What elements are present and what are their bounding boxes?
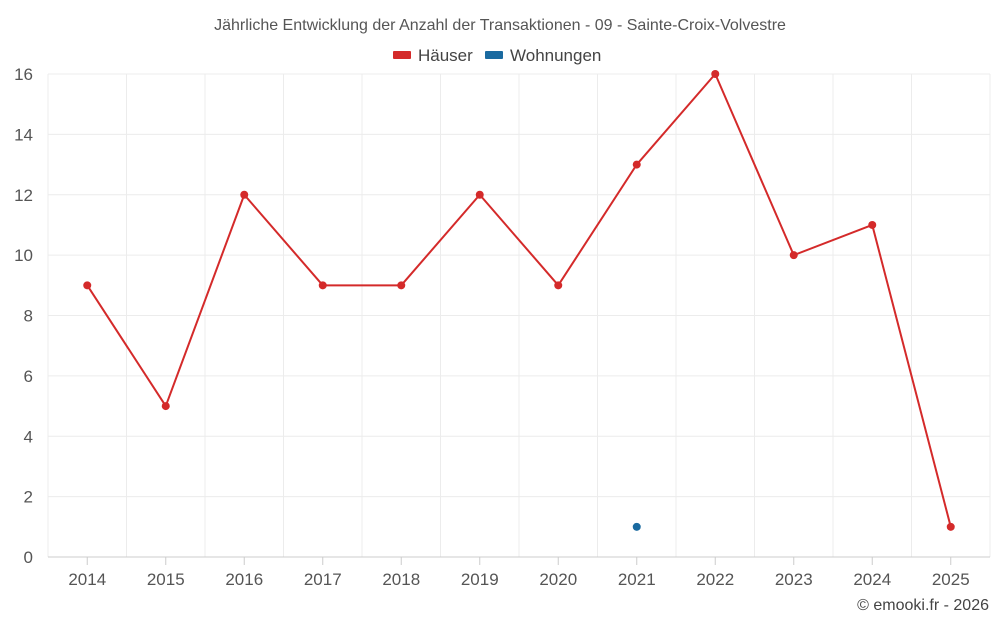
- x-tick-label: 2023: [775, 570, 813, 589]
- data-point-hauser-2014[interactable]: [83, 281, 92, 290]
- x-tick-label: 2019: [461, 570, 499, 589]
- x-tick-label: 2014: [68, 570, 106, 589]
- data-point-hauser-2025[interactable]: [946, 522, 955, 531]
- y-tick-label: 10: [14, 246, 33, 265]
- credit-text: © emooki.fr - 2026: [857, 597, 989, 614]
- gridlines: [47, 73, 991, 558]
- legend-label-hauser[interactable]: Häuser: [418, 46, 473, 65]
- data-point-hauser-2019[interactable]: [475, 190, 484, 199]
- data-point-hauser-2016[interactable]: [240, 190, 249, 199]
- legend[interactable]: Häuser Wohnungen: [393, 46, 601, 65]
- data-point-hauser-2018[interactable]: [397, 281, 406, 290]
- x-tick-label: 2024: [853, 570, 891, 589]
- legend-swatch-wohnungen: [485, 51, 503, 59]
- data-point-hauser-2021[interactable]: [632, 160, 641, 169]
- data-point-hauser-2023[interactable]: [789, 251, 798, 260]
- series-line-hauser: [86, 73, 952, 528]
- y-tick-label: 2: [24, 488, 33, 507]
- data-point-wohnungen-2021[interactable]: [632, 522, 641, 531]
- y-tick-label: 4: [24, 427, 33, 446]
- data-point-hauser-2020[interactable]: [554, 281, 563, 290]
- data-point-hauser-2015[interactable]: [161, 402, 170, 411]
- x-tick-label: 2020: [539, 570, 577, 589]
- x-tick-label: 2021: [618, 570, 656, 589]
- y-tick-label: 12: [14, 186, 33, 205]
- legend-swatch-hauser: [393, 51, 411, 59]
- series-layer: [83, 70, 955, 531]
- y-tick-label: 16: [14, 65, 33, 84]
- y-tick-label: 6: [24, 367, 33, 386]
- x-tick-label: 2022: [696, 570, 734, 589]
- y-tick-label: 14: [14, 125, 33, 144]
- y-tick-label: 8: [24, 307, 33, 326]
- x-tick-label: 2018: [382, 570, 420, 589]
- x-tick-label: 2017: [304, 570, 342, 589]
- x-tick-label: 2016: [225, 570, 263, 589]
- y-axis: 0 2 4 6 8 10 12 14 16: [14, 65, 33, 567]
- series-hauser: [83, 70, 955, 531]
- legend-label-wohnungen[interactable]: Wohnungen: [510, 46, 601, 65]
- series-wohnungen: [632, 522, 641, 531]
- data-point-hauser-2017[interactable]: [318, 281, 327, 290]
- x-tick-label: 2015: [147, 570, 185, 589]
- data-point-hauser-2022[interactable]: [711, 70, 720, 78]
- data-point-hauser-2024[interactable]: [868, 220, 877, 229]
- y-tick-label: 0: [24, 548, 33, 567]
- chart-title: Jährliche Entwicklung der Anzahl der Tra…: [214, 17, 786, 34]
- x-tick-label: 2025: [932, 570, 970, 589]
- x-axis: 2014 2015 2016 2017 2018 2019 2020 2021 2022 2023…: [48, 556, 990, 589]
